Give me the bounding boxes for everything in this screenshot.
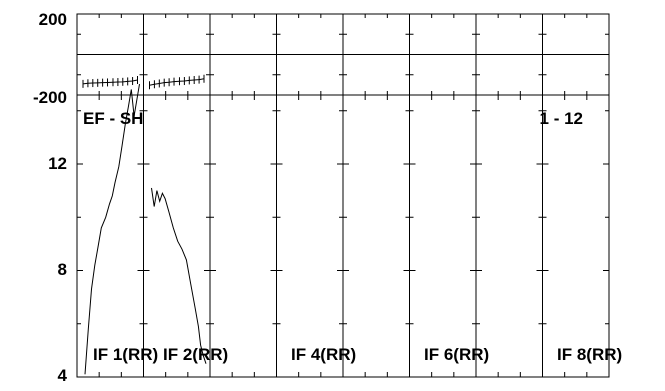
amp-ytick-12: 12 xyxy=(48,154,67,173)
amplitude-series-line xyxy=(84,84,140,375)
phase-ytick-top: 200 xyxy=(39,10,67,29)
phase-series-line xyxy=(149,78,205,86)
amp-ytick-8: 8 xyxy=(58,260,67,279)
panel-label-if2: IF 2(RR) xyxy=(163,345,228,364)
amplitude-series-line xyxy=(151,187,207,364)
panel-label-if8: IF 8(RR) xyxy=(557,345,622,364)
panel-label-if4: IF 4(RR) xyxy=(291,345,356,364)
baseline-label: EF - SH xyxy=(83,109,143,128)
amp-ytick-4: 4 xyxy=(58,366,68,385)
phase-ytick-bottom: -200 xyxy=(33,88,67,107)
panel-label-if6: IF 6(RR) xyxy=(424,345,489,364)
phase-series-line xyxy=(82,79,138,85)
channel-range-label: 1 - 12 xyxy=(540,109,583,128)
panel-label-if1: IF 1(RR) xyxy=(93,345,158,364)
